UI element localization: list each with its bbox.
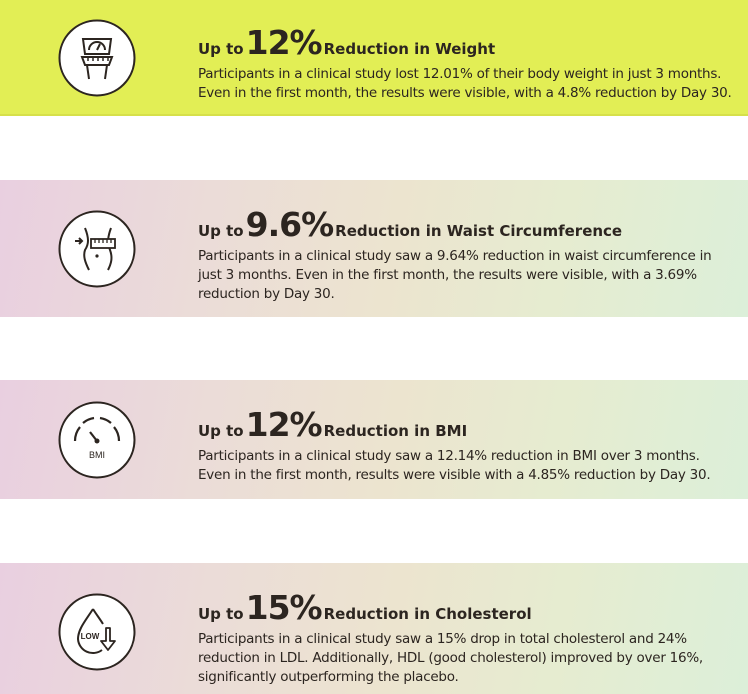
benefit-description: Participants in a clinical study saw a 9…: [198, 248, 712, 302]
svg-text:BMI: BMI: [89, 450, 105, 460]
headline-value: 9.6%: [245, 205, 335, 244]
benefit-headline: Up to12% Reduction in BMI: [198, 408, 734, 441]
benefit-card-waist: Up to9.6% Reduction in Waist Circumferenc…: [0, 180, 748, 317]
headline-prefix: Up to: [198, 40, 244, 58]
svg-text:LOW: LOW: [81, 632, 100, 641]
headline-value: 12%: [245, 405, 323, 444]
weight-scale-tape-icon: [58, 19, 136, 97]
headline-suffix: Reduction in BMI: [323, 422, 468, 440]
cholesterol-drop-icon: LOW: [58, 593, 136, 671]
benefit-headline: Up to15% Reduction in Cholesterol: [198, 591, 734, 624]
headline-suffix: Reduction in Weight: [323, 40, 496, 58]
benefit-description: Participants in a clinical study saw a 1…: [198, 631, 703, 685]
headline-suffix: Reduction in Waist Circumference: [335, 222, 623, 240]
benefit-headline: Up to12% Reduction in Weight: [198, 26, 734, 59]
headline-prefix: Up to: [198, 422, 244, 440]
bmi-gauge-icon: BMI: [58, 401, 136, 479]
headline-value: 15%: [245, 588, 323, 627]
headline-prefix: Up to: [198, 222, 244, 240]
benefit-description: Participants in a clinical study lost 12…: [198, 66, 732, 101]
headline-value: 12%: [245, 23, 323, 62]
benefit-card-weight: Up to12% Reduction in Weight Participants…: [0, 0, 748, 116]
headline-prefix: Up to: [198, 605, 244, 623]
benefit-card-bmi: BMI Up to12% Reduction in BMI Participant…: [0, 380, 748, 499]
waist-measure-icon: [58, 210, 136, 288]
benefit-card-cholesterol: LOW Up to15% Reduction in Cholesterol Par…: [0, 563, 748, 694]
headline-suffix: Reduction in Cholesterol: [323, 605, 532, 623]
benefit-description: Participants in a clinical study saw a 1…: [198, 448, 711, 483]
benefit-headline: Up to9.6% Reduction in Waist Circumferenc…: [198, 208, 734, 241]
